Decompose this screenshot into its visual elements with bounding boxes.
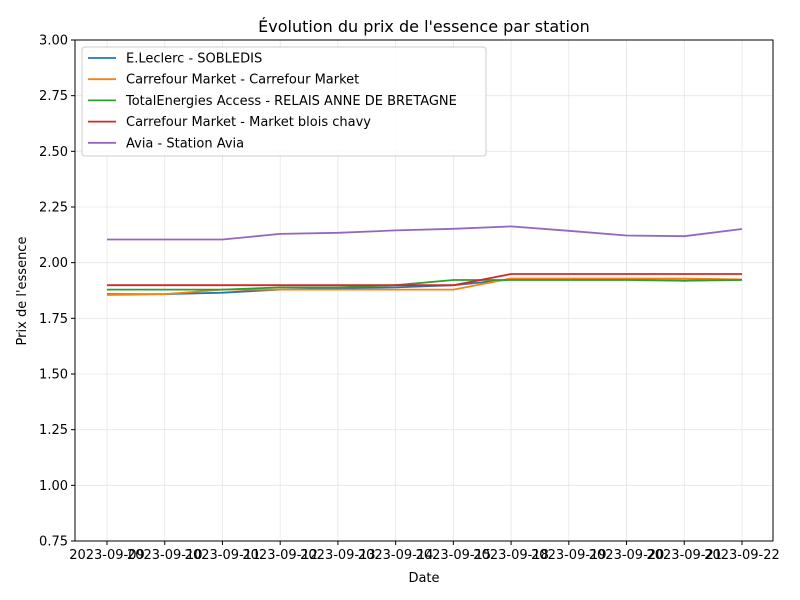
x-tick-label: 2023-09-15 — [416, 548, 492, 563]
x-tick-label: 2023-09-14 — [358, 548, 434, 563]
x-tick-label: 2023-09-22 — [704, 548, 780, 563]
legend-label: Carrefour Market - Market blois chavy — [126, 115, 371, 130]
legend-label: TotalEnergies Access - RELAIS ANNE DE BR… — [125, 94, 457, 109]
series-line-5 — [107, 225, 743, 241]
y-tick-label: 2.75 — [39, 89, 68, 104]
y-tick-label: 2.25 — [39, 201, 68, 216]
y-tick-label: 3.00 — [39, 34, 68, 49]
y-tick-label: 1.50 — [39, 368, 68, 383]
series-line-4 — [107, 273, 742, 287]
y-tick-label: 1.00 — [39, 479, 68, 494]
plot-area-frame — [74, 39, 774, 542]
x-tick-label: 2023-09-10 — [127, 548, 203, 563]
x-tick-label: 2023-09-20 — [589, 548, 665, 563]
y-tick-label: 0.75 — [39, 535, 68, 550]
legend-label: Avia - Station Avia — [126, 136, 244, 151]
y-tick-label: 1.75 — [39, 312, 68, 327]
x-tick-label: 2023-09-19 — [531, 548, 607, 563]
y-axis: 0.75 1.00 1.25 1.50 1.75 2.00 2.25 2.50 2.75 3.00 — [39, 34, 75, 550]
y-tick-label: 1.25 — [39, 423, 68, 438]
y-tick-label: 2.00 — [39, 256, 68, 271]
legend-label: Carrefour Market - Carrefour Market — [126, 73, 359, 88]
legend-label: E.Leclerc - SOBLEDIS — [126, 52, 262, 67]
chart-title: Évolution du prix de l'essence par stati… — [258, 17, 590, 36]
y-axis-label: Prix de l'essence — [15, 237, 30, 346]
series-line-3 — [107, 279, 743, 291]
x-tick-label: 2023-09-13 — [300, 548, 376, 563]
x-tick-label: 2023-09-09 — [69, 548, 145, 563]
x-axis-label: Date — [408, 571, 439, 586]
x-tick-label: 2023-09-11 — [185, 548, 261, 563]
x-tick-label: 2023-09-21 — [646, 548, 722, 563]
legend-box — [81, 46, 487, 157]
series-lines — [106, 225, 743, 296]
x-tick-label: 2023-09-18 — [473, 548, 549, 563]
y-tick-label: 2.50 — [39, 145, 68, 160]
legend: E.Leclerc - SOBLEDIS Carrefour Market - C… — [81, 46, 487, 157]
x-axis: 2023-09-092023-09-102023-09-112023-09-12… — [69, 541, 780, 563]
x-tick-label: 2023-09-12 — [242, 548, 318, 563]
